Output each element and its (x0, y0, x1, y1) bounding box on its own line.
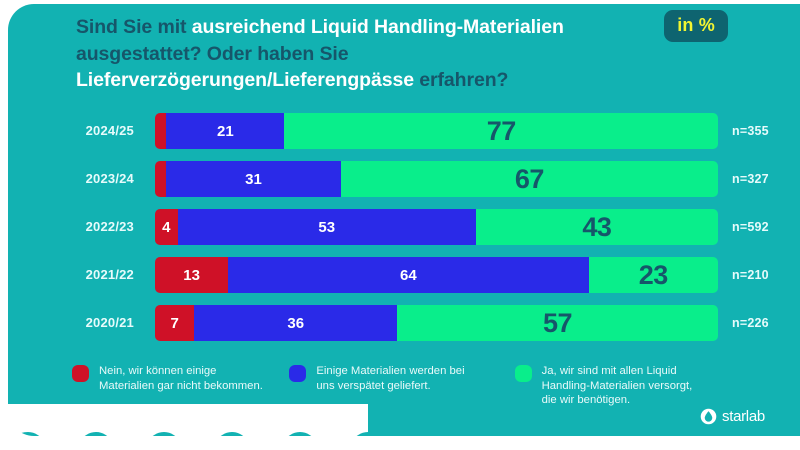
stacked-bar: 21 77 (155, 113, 718, 149)
row-sample-size: n=592 (732, 220, 769, 234)
stacked-bar: 13 64 23 (155, 257, 718, 293)
row-year-label: 2024/25 (85, 123, 134, 138)
bar-segment-value: 43 (582, 211, 612, 242)
title-part-5: Lieferverzögerungen/Lieferengpässe (76, 69, 414, 91)
starlab-logo: starlab (700, 408, 765, 425)
row-sample-size: n=327 (732, 172, 769, 186)
legend-swatch (289, 365, 307, 382)
page-title: Sind Sie mit ausreichend Liquid Handling… (76, 14, 636, 94)
droplet-icon (700, 408, 717, 425)
legend-swatch (72, 365, 89, 382)
stacked-bar: 7 36 57 (155, 305, 718, 341)
row-sample-size: n=355 (732, 124, 769, 138)
bar-segment-green: 43 (475, 209, 718, 245)
bar-segment-red: 13 (155, 257, 229, 293)
bar-segment-blue: 31 (166, 161, 341, 197)
legend-label: Nein, wir können einige Materialien gar n… (99, 364, 263, 393)
bar-segment-value: 31 (245, 170, 262, 188)
legend-label-line: uns verspätet geliefert. (316, 379, 431, 392)
bar-segment-value: 36 (287, 314, 305, 332)
legend-label-line: die wir benötigen. (541, 394, 631, 406)
title-part-3: Materialien (463, 16, 564, 38)
bar-segment-value: 7 (170, 314, 179, 332)
legend-label-line: Handling-Materialien versorgt, (541, 379, 693, 392)
bar-segment-blue: 36 (194, 305, 398, 341)
chart-legend: Nein, wir können einige Materialien gar n… (72, 364, 732, 408)
bar-segment-value: 53 (318, 218, 336, 236)
title-part-1: Sind Sie mit (76, 16, 192, 38)
bar-segment-green: 23 (588, 257, 718, 293)
bar-segment-red: 4 (155, 209, 178, 245)
bar-segment-value: 21 (217, 122, 234, 140)
chart-row: 2020/21 7 36 57 n=226 (0, 305, 800, 353)
bar-segment-value: 13 (183, 266, 200, 284)
legend-label-line: Materialien gar nicht bekommen. (99, 379, 263, 392)
bar-segment-value: 77 (486, 115, 517, 146)
title-part-4: ausgestattet? Oder haben Sie (76, 42, 349, 65)
bar-segment-green: 67 (340, 161, 718, 197)
legend-item: Ja, wir sind mit allen Liquid Handling-Ma… (514, 364, 732, 408)
legend-label-line: Nein, wir können einige (99, 365, 217, 377)
row-year-label: 2022/23 (85, 219, 134, 234)
legend-swatch (514, 365, 532, 382)
stacked-bar: 4 53 43 (155, 209, 718, 245)
bar-segment-value: 23 (638, 259, 669, 290)
chart-row: 2024/25 21 77 n=355 (0, 113, 800, 161)
bar-segment-red: 7 (155, 305, 195, 341)
bar-segment-green: 77 (284, 113, 718, 149)
row-year-label: 2021/22 (85, 267, 134, 282)
bar-segment-value: 4 (162, 218, 171, 236)
legend-label: Ja, wir sind mit allen Liquid Handling-Ma… (542, 364, 693, 408)
title-part-6: erfahren? (413, 69, 509, 91)
chart-row: 2023/24 31 67 n=327 (0, 161, 800, 209)
unit-badge: in % (664, 10, 728, 42)
brand-name: starlab (722, 408, 765, 425)
legend-label-line: Ja, wir sind mit allen Liquid (541, 365, 677, 377)
chart-row: 2022/23 4 53 43 n=592 (0, 209, 800, 257)
bar-segment-blue: 53 (177, 209, 476, 245)
bar-segment-green: 57 (397, 305, 718, 341)
legend-item: Einige Materialien werden bei uns verspät… (289, 364, 514, 408)
row-year-label: 2023/24 (85, 171, 134, 186)
legend-label: Einige Materialien werden bei uns verspät… (316, 364, 464, 393)
row-sample-size: n=226 (732, 316, 769, 330)
bar-segment-red (155, 113, 167, 149)
bar-segment-blue: 21 (166, 113, 285, 149)
row-year-label: 2020/21 (85, 315, 134, 330)
title-part-2: ausreichend Liquid Handling- (191, 16, 464, 38)
chart-rows: 2024/25 21 77 n=355 2023/24 31 67 n=327 2022/23 4… (0, 113, 800, 353)
bar-segment-red (155, 161, 167, 197)
legend-label-line: Einige Materialien werden bei (316, 365, 465, 377)
bar-segment-value: 64 (400, 266, 417, 284)
legend-item: Nein, wir können einige Materialien gar n… (72, 364, 289, 408)
chart-row: 2021/22 13 64 23 n=210 (0, 257, 800, 305)
bar-segment-value: 57 (543, 307, 573, 338)
header: Sind Sie mit ausreichend Liquid Handling… (76, 14, 636, 94)
bar-segment-blue: 64 (228, 257, 589, 293)
bar-segment-value: 67 (514, 163, 545, 194)
row-sample-size: n=210 (732, 268, 769, 282)
stacked-bar: 31 67 (155, 161, 718, 197)
